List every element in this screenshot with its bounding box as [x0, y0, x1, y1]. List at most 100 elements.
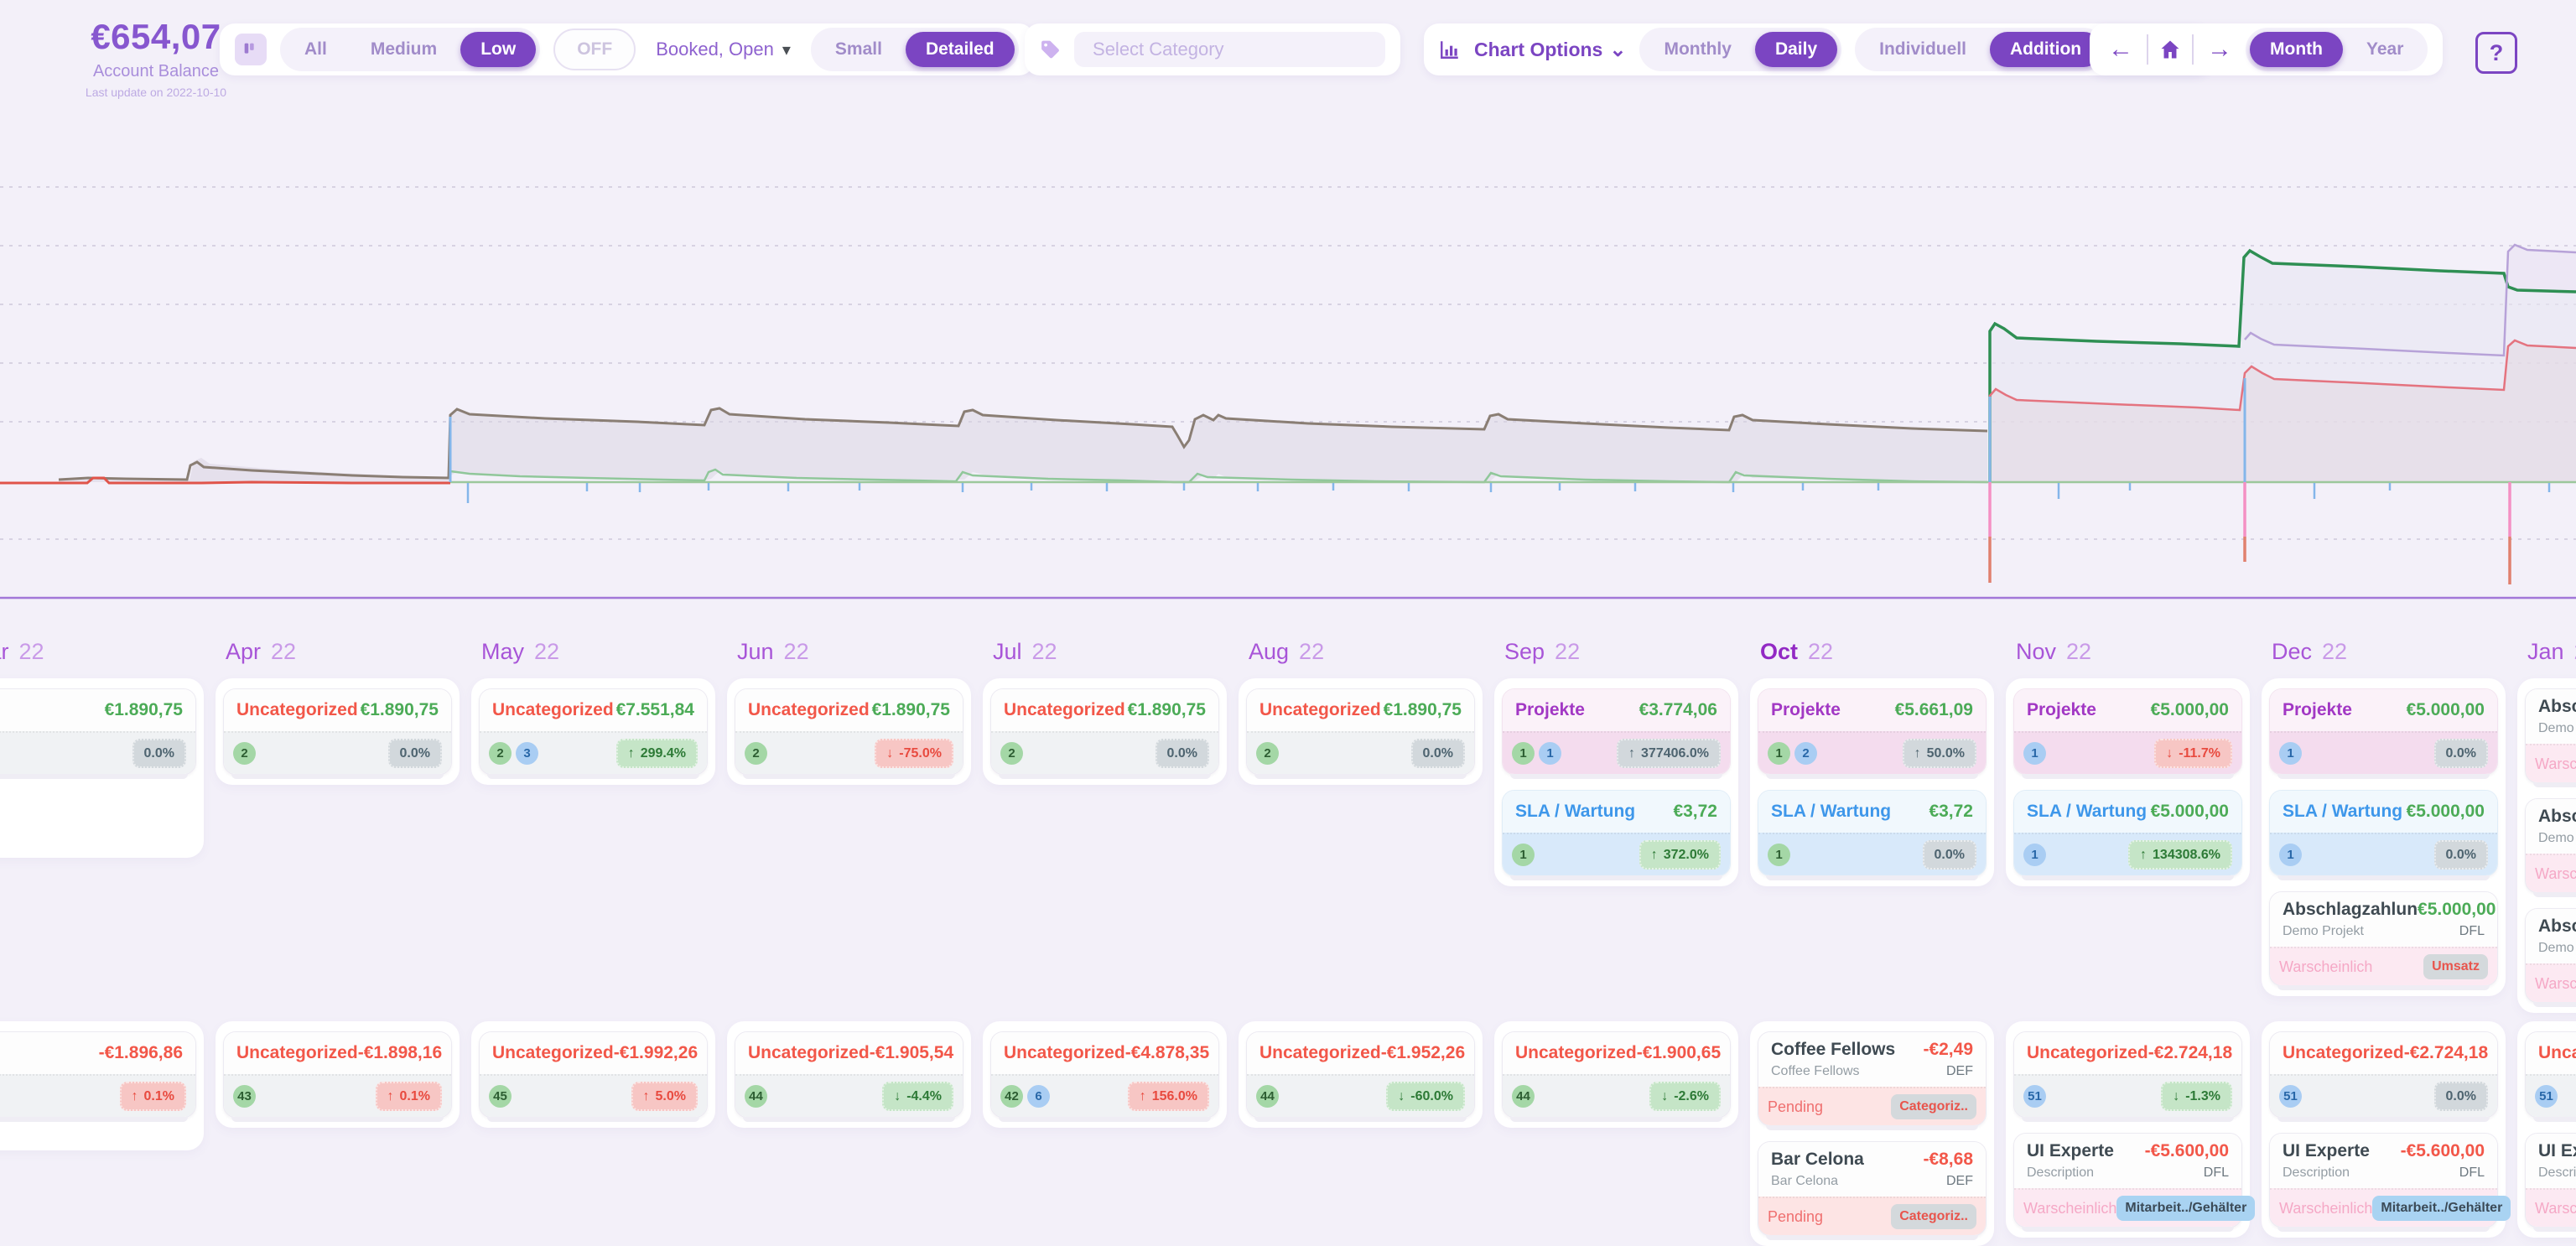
arrow-down-icon: ↓: [894, 1088, 901, 1103]
granularity-daily-button[interactable]: Daily: [1754, 32, 1838, 67]
category-select-input[interactable]: [1074, 32, 1385, 67]
month-year: 22: [1299, 639, 1325, 664]
size-detailed-button[interactable]: Detailed: [905, 32, 1015, 67]
card-main-row: -€1.896,86: [0, 1032, 195, 1074]
card-amount: €5.000,00: [2150, 802, 2229, 821]
arrow-down-icon: ↓: [2166, 745, 2174, 761]
granularity-monthly-button[interactable]: Monthly: [1664, 39, 1732, 59]
month-label: May: [481, 639, 525, 664]
account-balance-block: €654,07 Account Balance Last update on 2…: [55, 17, 257, 99]
summary-card[interactable]: Projekte €5.000,00 1 ↓ -11.7%: [2013, 688, 2242, 779]
income-panel: Projekte €5.000,00 1 0.0% SLA / Wartung €5.00…: [2262, 678, 2506, 996]
card-footer-row: 1 0.0%: [1758, 833, 1986, 875]
category-name: Projekte: [1515, 700, 1585, 719]
home-icon[interactable]: [2158, 38, 2182, 61]
card-footer-row: 43 ↑ 0.1%: [224, 1074, 451, 1117]
priority-all-button[interactable]: All: [304, 39, 327, 59]
transaction-name: Bar Celona: [1771, 1150, 1864, 1169]
month-label: Nov: [2016, 639, 2057, 664]
summary-card[interactable]: Uncategorized -€4.878,35 42 6 ↑ 156.0%: [990, 1031, 1219, 1122]
arrow-up-icon: ↑: [1628, 745, 1636, 761]
arrow-down-icon: ↓: [2173, 1088, 2180, 1103]
month-label: Jan: [2527, 639, 2564, 664]
band-top-line: [58, 407, 1988, 481]
month-column: Oct 22 Projekte €5.661,09 1 2 ↑ 50.0% SLA / Wart…: [1744, 631, 2000, 1246]
transaction-description: Demo Projekt: [2538, 831, 2576, 845]
count-badges: 45: [489, 1085, 512, 1108]
summary-card[interactable]: SLA / Wartung €5.000,00 1 0.0%: [2269, 790, 2498, 880]
forecast-chart[interactable]: [0, 80, 2576, 604]
summary-card[interactable]: €1.890,75 0.0%: [0, 688, 196, 779]
card-main-row: Uncategorized-€2.724,18: [2270, 1032, 2497, 1074]
summary-card[interactable]: Uncategorized €1.890,75 2 0.0%: [1246, 688, 1475, 779]
status-label: Warscheinlich: [2279, 958, 2373, 975]
range-toggle-group: Month Year: [2246, 28, 2428, 71]
summary-card[interactable]: SLA / Wartung €5.000,00 1 ↑ 134308.6%: [2013, 790, 2242, 880]
bar-chart-icon: [1441, 41, 1458, 59]
priority-medium-button[interactable]: Medium: [370, 39, 438, 59]
summary-card[interactable]: -€1.896,86 ↑ 0.1%: [0, 1031, 196, 1122]
last-update-label: Last update on 2022-10-10: [85, 86, 227, 99]
summary-card[interactable]: Uncategorized -€1.992,26 45 ↑ 5.0%: [479, 1031, 708, 1122]
transaction-description: Demo Projekt: [2538, 721, 2576, 735]
card-main-row: Uncategorized-€2.724,18: [2526, 1032, 2576, 1074]
range-month-button[interactable]: Month: [2250, 32, 2343, 67]
transaction-description: Bar Celona: [1771, 1174, 1839, 1188]
status-label: Warscheinlich: [2535, 974, 2576, 992]
category-name: Uncategorized: [748, 700, 870, 719]
summary-card[interactable]: Uncategorized -€1.900,65 44 ↓ -2.6%: [1502, 1031, 1731, 1122]
count-badges: 51: [2279, 1085, 2302, 1108]
detail-card[interactable]: UI Experte-€5.600,00DescriptionDFLWarsch…: [2525, 1133, 2576, 1232]
range-year-button[interactable]: Year: [2366, 39, 2404, 59]
pct-badge: 0.0%: [2433, 739, 2488, 768]
summary-card[interactable]: Uncategorized €1.890,75 2 0.0%: [990, 688, 1219, 779]
card-footer-row: 51 0.0%: [2270, 1074, 2497, 1117]
summary-card[interactable]: Uncategorized -€1.952,26 44 ↓ -60.0%: [1246, 1031, 1475, 1122]
priority-low-button[interactable]: Low: [460, 32, 537, 67]
month-columns: Mar22€1.890,750.0%-€1.896,86↑0.1%Apr22Un…: [0, 631, 2576, 1246]
summary-card[interactable]: Uncategorized €1.890,75 2 ↓ -75.0%: [735, 688, 963, 779]
help-button[interactable]: ?: [2475, 32, 2517, 74]
tag-icon: [1041, 40, 1059, 59]
summary-card[interactable]: Projekte €5.000,00 1 0.0%: [2269, 688, 2498, 779]
summary-card[interactable]: SLA / Wartung €3,72 1 ↑ 372.0%: [1502, 790, 1731, 880]
detail-card[interactable]: Coffee Fellows -€2,49 Coffee Fellows DEF Pen…: [1758, 1031, 1987, 1130]
count-badge: 44: [1512, 1085, 1535, 1108]
summary-card[interactable]: Uncategorized €1.890,75 2 0.0%: [223, 688, 452, 779]
prev-period-button[interactable]: ←: [2108, 35, 2133, 63]
off-toggle-button[interactable]: OFF: [553, 29, 636, 70]
booking-status-dropdown[interactable]: Booked, Open ▾: [649, 39, 797, 60]
card-subtitle-row: Demo Projekt DFL: [2283, 920, 2485, 939]
summary-card[interactable]: Uncategorized -€1.898,16 43 ↑ 0.1%: [223, 1031, 452, 1122]
summary-card[interactable]: Projekte €5.661,09 1 2 ↑ 50.0%: [1758, 688, 1987, 779]
pct-badge: 0.0%: [1410, 739, 1465, 768]
next-period-button[interactable]: →: [2207, 35, 2232, 63]
divider: [2192, 34, 2194, 65]
chart-options-dropdown[interactable]: Chart Options ⌄: [1474, 38, 1626, 62]
summary-card[interactable]: Uncategorized €7.551,84 2 3 ↑ 299.4%: [479, 688, 708, 779]
detail-card[interactable]: Bar Celona -€8,68 Bar Celona DEF Pending Cate…: [1758, 1141, 1987, 1240]
summary-card[interactable]: Uncategorized -€2.724,18 51 ↓ -1.3%: [2013, 1031, 2242, 1122]
mode-addition-button[interactable]: Addition: [1989, 32, 2102, 67]
granularity-toggle-group: Monthly Daily: [1639, 28, 1842, 71]
size-small-button[interactable]: Small: [834, 39, 882, 59]
summary-card[interactable]: Projekte €3.774,06 1 1 ↑ 377406.0%: [1502, 688, 1731, 779]
transaction-name: UI Experte: [2538, 1141, 2576, 1160]
mode-individuell-button[interactable]: Individuell: [1879, 39, 1966, 59]
summary-card[interactable]: SLA / Wartung €3,72 1 0.0%: [1758, 790, 1987, 880]
card-amount: -€8,68: [1923, 1150, 1973, 1169]
card-main-row: Uncategorized €1.890,75: [991, 689, 1218, 731]
count-badge: 1: [2023, 742, 2046, 765]
summary-card[interactable]: Uncategorized -€1.905,54 44 ↓ -4.4%: [735, 1031, 963, 1122]
card-amount: €5.661,09: [1894, 700, 1973, 719]
